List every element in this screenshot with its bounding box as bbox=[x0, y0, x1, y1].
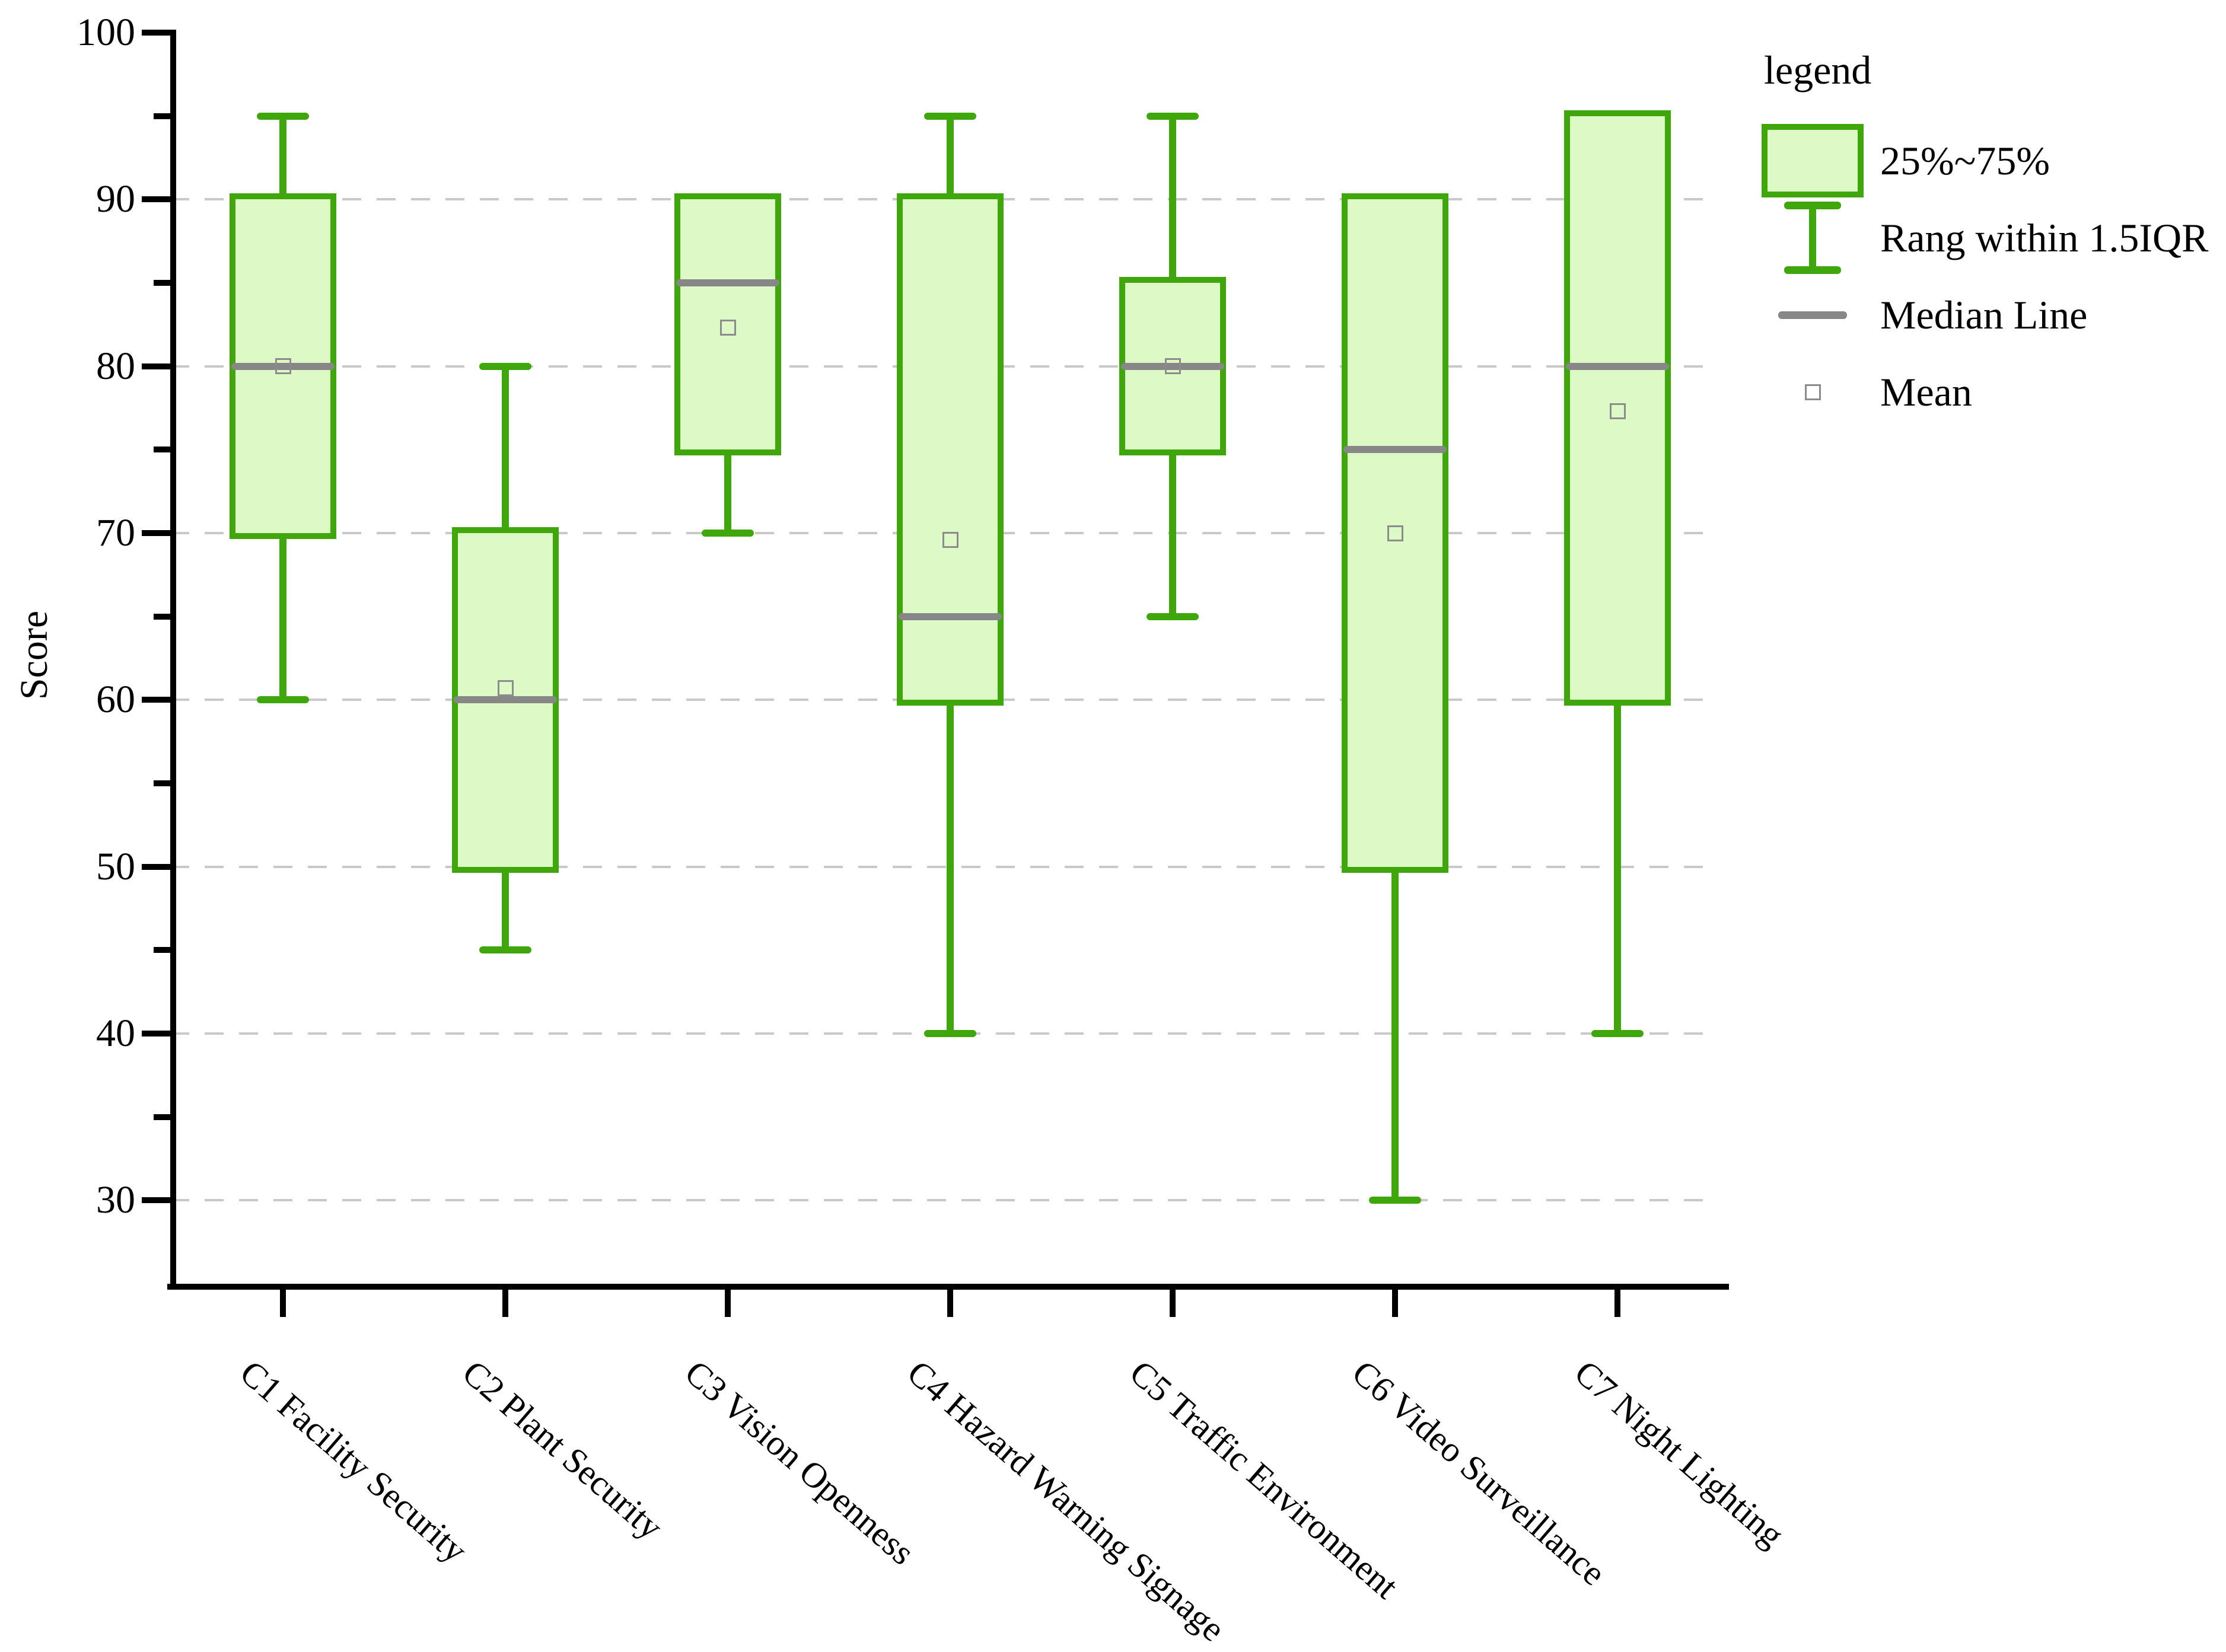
whisker-cap-bottom-c7 bbox=[1591, 1030, 1644, 1037]
mean-marker-c6 bbox=[1387, 525, 1403, 541]
x-tick-label-c3: C3 Vision Openness bbox=[677, 1353, 922, 1573]
median-line-c4 bbox=[899, 613, 1002, 620]
whisker-cap-bottom-c1 bbox=[257, 696, 309, 704]
gridline-50 bbox=[170, 865, 1717, 868]
x-tick-c7 bbox=[1614, 1290, 1620, 1317]
median-line-c6 bbox=[1343, 446, 1447, 454]
y-tick-label-40: 40 bbox=[96, 1012, 135, 1055]
whisker-cap-bottom-c4 bbox=[924, 1030, 976, 1037]
whisker-cap-top-c1 bbox=[257, 112, 309, 120]
median-line-c7 bbox=[1566, 362, 1669, 370]
iqr-box-c6 bbox=[1342, 193, 1448, 873]
legend-item-median: Median Line bbox=[1757, 276, 2208, 353]
legend-item-label: Mean bbox=[1880, 369, 1972, 414]
legend-item-box-range: 25%~75% bbox=[1757, 122, 2208, 199]
y-tick-label-80: 80 bbox=[96, 344, 135, 388]
whisker-upper-c5 bbox=[1169, 116, 1176, 283]
whisker-icon bbox=[1783, 202, 1842, 274]
mean-marker-c4 bbox=[942, 531, 958, 548]
x-tick-c1 bbox=[280, 1290, 286, 1317]
y-minor-tick-45 bbox=[154, 947, 170, 953]
x-tick-c2 bbox=[502, 1290, 508, 1317]
mean-marker-c2 bbox=[497, 680, 514, 697]
whisker-upper-c1 bbox=[279, 116, 286, 200]
x-tick-c3 bbox=[725, 1290, 731, 1317]
x-axis-spine bbox=[167, 1284, 1729, 1290]
x-tick-label-c6: C6 Video Surveillance bbox=[1345, 1353, 1613, 1593]
whisker-lower-c4 bbox=[947, 700, 954, 1034]
y-tick-label-70: 70 bbox=[96, 511, 135, 554]
whisker-cap-bottom-c2 bbox=[479, 946, 531, 954]
box-range-icon bbox=[1762, 124, 1864, 197]
x-tick-c4 bbox=[947, 1290, 953, 1317]
whisker-cap-bottom-c5 bbox=[1147, 613, 1199, 620]
y-major-tick-80 bbox=[142, 363, 170, 369]
median-line-c2 bbox=[454, 696, 557, 704]
whisker-lower-c2 bbox=[502, 866, 509, 951]
y-minor-tick-65 bbox=[154, 613, 170, 620]
iqr-box-c7 bbox=[1564, 110, 1671, 706]
y-tick-label-30: 30 bbox=[96, 1178, 135, 1222]
y-major-tick-50 bbox=[142, 863, 170, 870]
legend-item-mean: Mean bbox=[1757, 353, 2208, 430]
y-minor-tick-85 bbox=[154, 280, 170, 286]
y-major-tick-70 bbox=[142, 530, 170, 536]
median-line-c1 bbox=[231, 362, 335, 370]
whisker-lower-c3 bbox=[724, 449, 731, 533]
whisker-cap-top-c5 bbox=[1147, 112, 1199, 120]
legend-item-label: 25%~75% bbox=[1880, 138, 2050, 183]
whisker-lower-c5 bbox=[1169, 449, 1176, 617]
whisker-cap-bottom-c3 bbox=[702, 530, 754, 537]
x-tick-label-c7: C7 Night Lighting bbox=[1567, 1353, 1792, 1555]
legend: legend 25%~75% Rang within 1.5IQR Median… bbox=[1757, 46, 2208, 430]
y-tick-label-100: 100 bbox=[77, 11, 135, 54]
y-minor-tick-75 bbox=[154, 447, 170, 453]
mean-marker-c1 bbox=[275, 358, 291, 375]
y-major-tick-100 bbox=[142, 30, 170, 36]
y-major-tick-90 bbox=[142, 196, 170, 203]
legend-item-whisker: Rang within 1.5IQR bbox=[1757, 199, 2208, 276]
y-minor-tick-55 bbox=[154, 780, 170, 786]
x-tick-label-c1: C1 Facility Security bbox=[233, 1353, 475, 1571]
median-line-c5 bbox=[1121, 362, 1224, 370]
legend-title: legend bbox=[1764, 47, 1872, 93]
y-major-tick-60 bbox=[142, 697, 170, 703]
mean-marker-icon bbox=[1804, 384, 1821, 400]
whisker-cap-top-c2 bbox=[479, 362, 531, 370]
y-tick-label-60: 60 bbox=[96, 678, 135, 722]
mean-marker-c7 bbox=[1609, 403, 1626, 420]
y-tick-label-50: 50 bbox=[96, 844, 135, 888]
gridline-30 bbox=[170, 1199, 1717, 1202]
legend-item-label: Rang within 1.5IQR bbox=[1880, 215, 2209, 260]
x-tick-c5 bbox=[1170, 1290, 1176, 1317]
y-minor-tick-95 bbox=[154, 113, 170, 119]
y-axis-spine bbox=[170, 30, 176, 1290]
whisker-lower-c7 bbox=[1614, 700, 1621, 1034]
legend-item-label: Median Line bbox=[1880, 292, 2088, 337]
y-major-tick-30 bbox=[142, 1197, 170, 1204]
y-tick-label-90: 90 bbox=[96, 177, 135, 221]
whisker-upper-c4 bbox=[947, 116, 954, 200]
iqr-box-c3 bbox=[674, 193, 781, 456]
whisker-lower-c1 bbox=[279, 533, 286, 700]
median-line-c3 bbox=[676, 279, 779, 286]
whisker-cap-top-c4 bbox=[924, 112, 976, 120]
mean-marker-c5 bbox=[1164, 358, 1181, 375]
x-tick-label-c2: C2 Plant Security bbox=[455, 1353, 671, 1547]
y-major-tick-40 bbox=[142, 1031, 170, 1037]
y-minor-tick-35 bbox=[154, 1114, 170, 1120]
median-line-icon bbox=[1778, 311, 1847, 319]
iqr-box-c4 bbox=[897, 193, 1004, 706]
whisker-lower-c6 bbox=[1391, 866, 1399, 1201]
mean-marker-c3 bbox=[719, 320, 736, 336]
whisker-upper-c2 bbox=[502, 366, 509, 533]
whisker-cap-bottom-c6 bbox=[1369, 1197, 1421, 1204]
x-tick-c6 bbox=[1392, 1290, 1398, 1317]
